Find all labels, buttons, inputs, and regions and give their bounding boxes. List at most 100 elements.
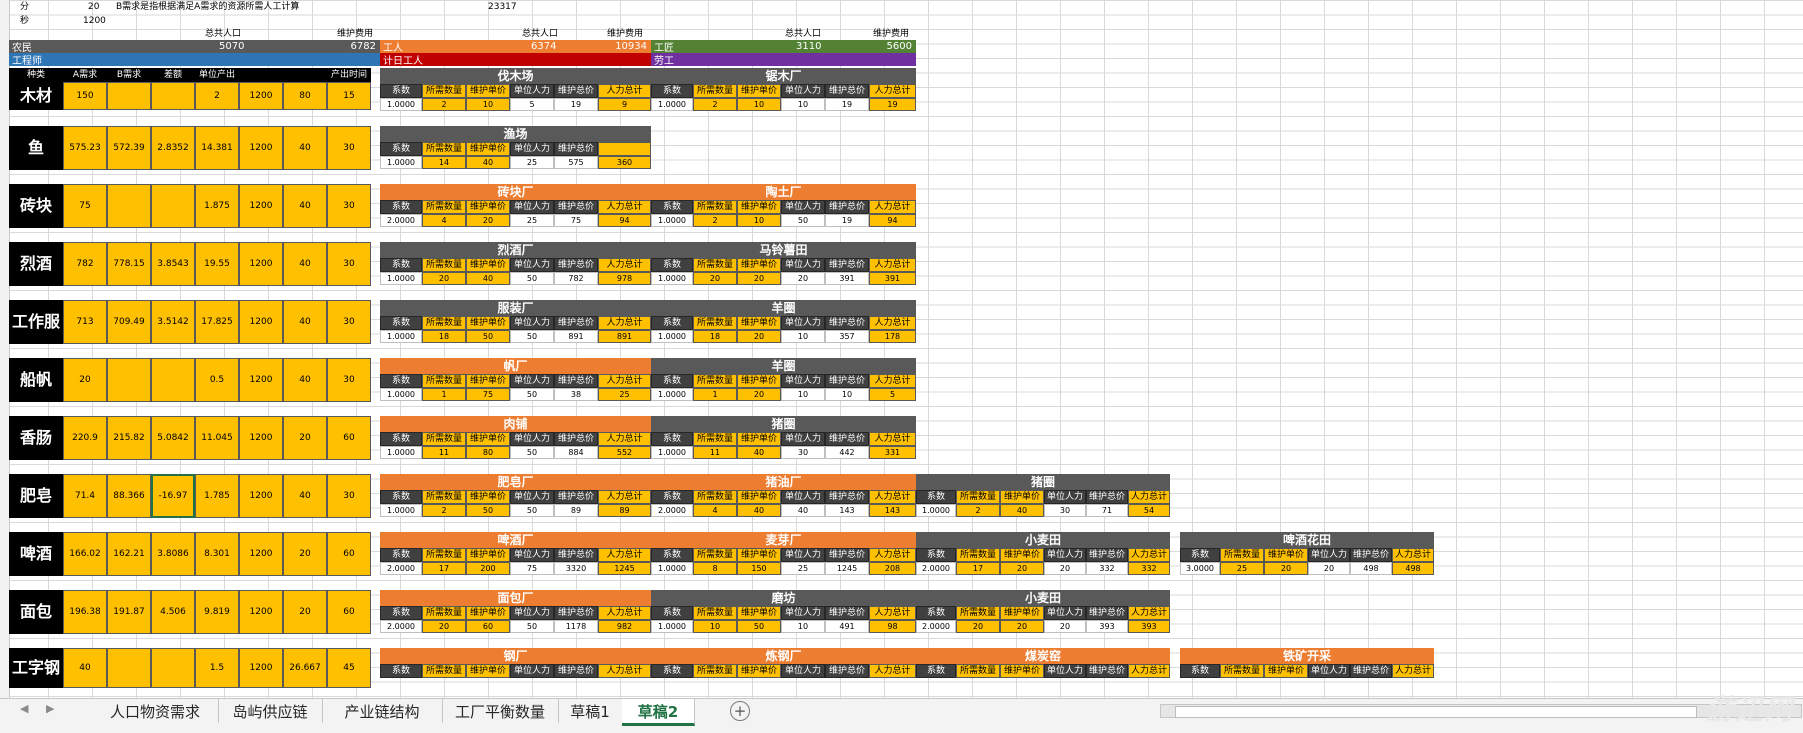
sub-header-cell[interactable]: 系数 (380, 548, 422, 562)
worker-maint-label[interactable]: 维护费用 (607, 29, 644, 39)
facility-value-cell[interactable]: 5 (510, 98, 554, 111)
header-cell[interactable]: 单位产出 (195, 68, 239, 82)
header-cell[interactable]: 种类 (9, 68, 63, 82)
sub-header-cell[interactable]: 维护总价 (554, 606, 598, 620)
resource-value-cell[interactable]: 1.5 (195, 648, 239, 688)
facility-title[interactable]: 炼钢厂 (651, 648, 916, 664)
facility-value-cell[interactable]: 200 (466, 562, 510, 575)
sub-header-cell[interactable]: 所需数量 (422, 316, 466, 330)
facility-value-cell[interactable]: 1.0000 (916, 504, 956, 517)
facility-value-cell[interactable]: 75 (466, 388, 510, 401)
facility-value-cell[interactable]: 143 (869, 504, 916, 517)
resource-value-cell[interactable]: 60 (327, 532, 371, 576)
sub-header-cell[interactable]: 维护单价 (1000, 490, 1044, 504)
sub-header-cell[interactable]: 系数 (380, 432, 422, 446)
facility-title[interactable]: 服装厂 (380, 300, 651, 316)
facility-value-cell[interactable]: 1.0000 (651, 98, 693, 111)
facility-value-cell[interactable]: 1.0000 (651, 388, 693, 401)
resource-name[interactable]: 面包 (9, 590, 63, 634)
sub-header-cell[interactable]: 维护单价 (737, 200, 781, 214)
facility-value-cell[interactable]: 20 (693, 272, 737, 285)
sub-header-cell[interactable]: 人力总计 (598, 200, 651, 214)
sub-header-cell[interactable]: 维护单价 (737, 490, 781, 504)
sub-header-cell[interactable]: 维护总价 (554, 258, 598, 272)
resource-value-cell[interactable]: 5.0842 (151, 416, 195, 460)
header-cell[interactable] (283, 68, 327, 82)
sheet-tab[interactable]: 工厂平衡数量 (442, 699, 559, 723)
facility-value-cell[interactable]: 20 (1000, 562, 1044, 575)
facility-value-cell[interactable]: 1 (693, 388, 737, 401)
sub-header-cell[interactable]: 人力总计 (598, 664, 651, 678)
facility-value-cell[interactable]: 1.0000 (380, 272, 422, 285)
sub-header-cell[interactable]: 维护总价 (554, 548, 598, 562)
facility-title[interactable]: 伐木场 (380, 68, 651, 84)
resource-value-cell[interactable]: 1200 (239, 474, 283, 518)
sub-header-cell[interactable]: 单位人力 (510, 606, 554, 620)
resource-value-cell[interactable]: 1200 (239, 532, 283, 576)
sub-header-cell[interactable]: 所需数量 (693, 432, 737, 446)
facility-value-cell[interactable]: 20 (1264, 562, 1308, 575)
facility-value-cell[interactable]: 2.0000 (651, 504, 693, 517)
sub-header-cell[interactable]: 所需数量 (422, 374, 466, 388)
facility-title[interactable]: 面包厂 (380, 590, 651, 606)
sub-header-cell[interactable]: 人力总计 (1392, 548, 1434, 562)
sub-header-cell[interactable]: 维护单价 (466, 142, 510, 156)
sheet-tab[interactable]: 岛屿供应链 (218, 699, 323, 723)
resource-value-cell[interactable]: 191.87 (107, 590, 151, 634)
resource-value-cell[interactable] (107, 648, 151, 688)
sub-header-cell[interactable]: 单位人力 (510, 84, 554, 98)
resource-value-cell[interactable]: 20 (283, 416, 327, 460)
farmer-bar[interactable]: 农民 5070 6782 (9, 40, 380, 54)
sub-header-cell[interactable]: 所需数量 (422, 84, 466, 98)
laborer-bar[interactable]: 劳工 (651, 53, 916, 67)
resource-value-cell[interactable]: 40 (283, 184, 327, 228)
resource-value-cell[interactable]: 196.38 (63, 590, 107, 634)
facility-value-cell[interactable]: 80 (466, 446, 510, 459)
sub-header-cell[interactable]: 维护总价 (554, 200, 598, 214)
sub-header-cell[interactable]: 所需数量 (693, 664, 737, 678)
sub-header-cell[interactable]: 维护单价 (466, 316, 510, 330)
sub-header-cell[interactable]: 单位人力 (781, 258, 825, 272)
facility-title[interactable]: 肥皂厂 (380, 474, 651, 490)
sub-header-cell[interactable]: 维护单价 (466, 490, 510, 504)
sub-header-cell[interactable]: 人力总计 (869, 200, 916, 214)
facility-value-cell[interactable]: 1.0000 (380, 330, 422, 343)
sub-header-cell[interactable]: 维护总价 (554, 490, 598, 504)
resource-value-cell[interactable]: 71.4 (63, 474, 107, 518)
sub-header-cell[interactable]: 维护单价 (737, 432, 781, 446)
sub-header-cell[interactable]: 单位人力 (781, 200, 825, 214)
facility-value-cell[interactable]: 54 (1128, 504, 1170, 517)
sub-header-cell[interactable]: 人力总计 (598, 258, 651, 272)
sub-header-cell[interactable]: 人力总计 (869, 490, 916, 504)
resource-value-cell[interactable]: 40 (283, 474, 327, 518)
facility-value-cell[interactable]: 20 (781, 272, 825, 285)
resource-value-cell[interactable]: 0.5 (195, 358, 239, 402)
facility-value-cell[interactable]: 4 (422, 214, 466, 227)
facility-title[interactable]: 砖块厂 (380, 184, 651, 200)
sheet-tab[interactable]: 草稿2 (622, 699, 695, 726)
sub-header-cell[interactable]: 维护单价 (466, 200, 510, 214)
sub-header-cell[interactable]: 单位人力 (1044, 664, 1086, 678)
resource-name[interactable]: 肥皂 (9, 474, 63, 518)
scrollbar-thumb[interactable] (1175, 706, 1697, 718)
farmer-total-pop-label[interactable]: 总共人口 (205, 29, 242, 39)
add-sheet-icon[interactable]: + (730, 701, 750, 721)
spreadsheet-grid[interactable]: 分 20 B需求是指根据满足A需求的资源所需人工计算 23317 秒 1200 … (0, 0, 1803, 698)
artisan-bar[interactable]: 工匠 3110 5600 (651, 40, 916, 54)
sub-header-cell[interactable]: 单位人力 (781, 548, 825, 562)
resource-value-cell[interactable]: 30 (327, 358, 371, 402)
farmer-maint-label[interactable]: 维护费用 (337, 29, 374, 39)
resource-value-cell[interactable]: 30 (327, 126, 371, 170)
sub-header-cell[interactable]: 系数 (651, 606, 693, 620)
facility-value-cell[interactable]: 1.0000 (651, 620, 693, 633)
sub-header-cell[interactable]: 维护单价 (737, 258, 781, 272)
facility-title[interactable]: 羊圈 (651, 358, 916, 374)
resource-name[interactable]: 工作服 (9, 300, 63, 344)
facility-value-cell[interactable]: 1.0000 (380, 504, 422, 517)
facility-value-cell[interactable]: 1.0000 (651, 330, 693, 343)
sub-header-cell[interactable]: 维护单价 (1000, 606, 1044, 620)
resource-value-cell[interactable]: 150 (63, 82, 107, 110)
sub-header-cell[interactable]: 单位人力 (781, 374, 825, 388)
facility-title[interactable]: 烈酒厂 (380, 242, 651, 258)
facility-value-cell[interactable]: 2.0000 (380, 562, 422, 575)
